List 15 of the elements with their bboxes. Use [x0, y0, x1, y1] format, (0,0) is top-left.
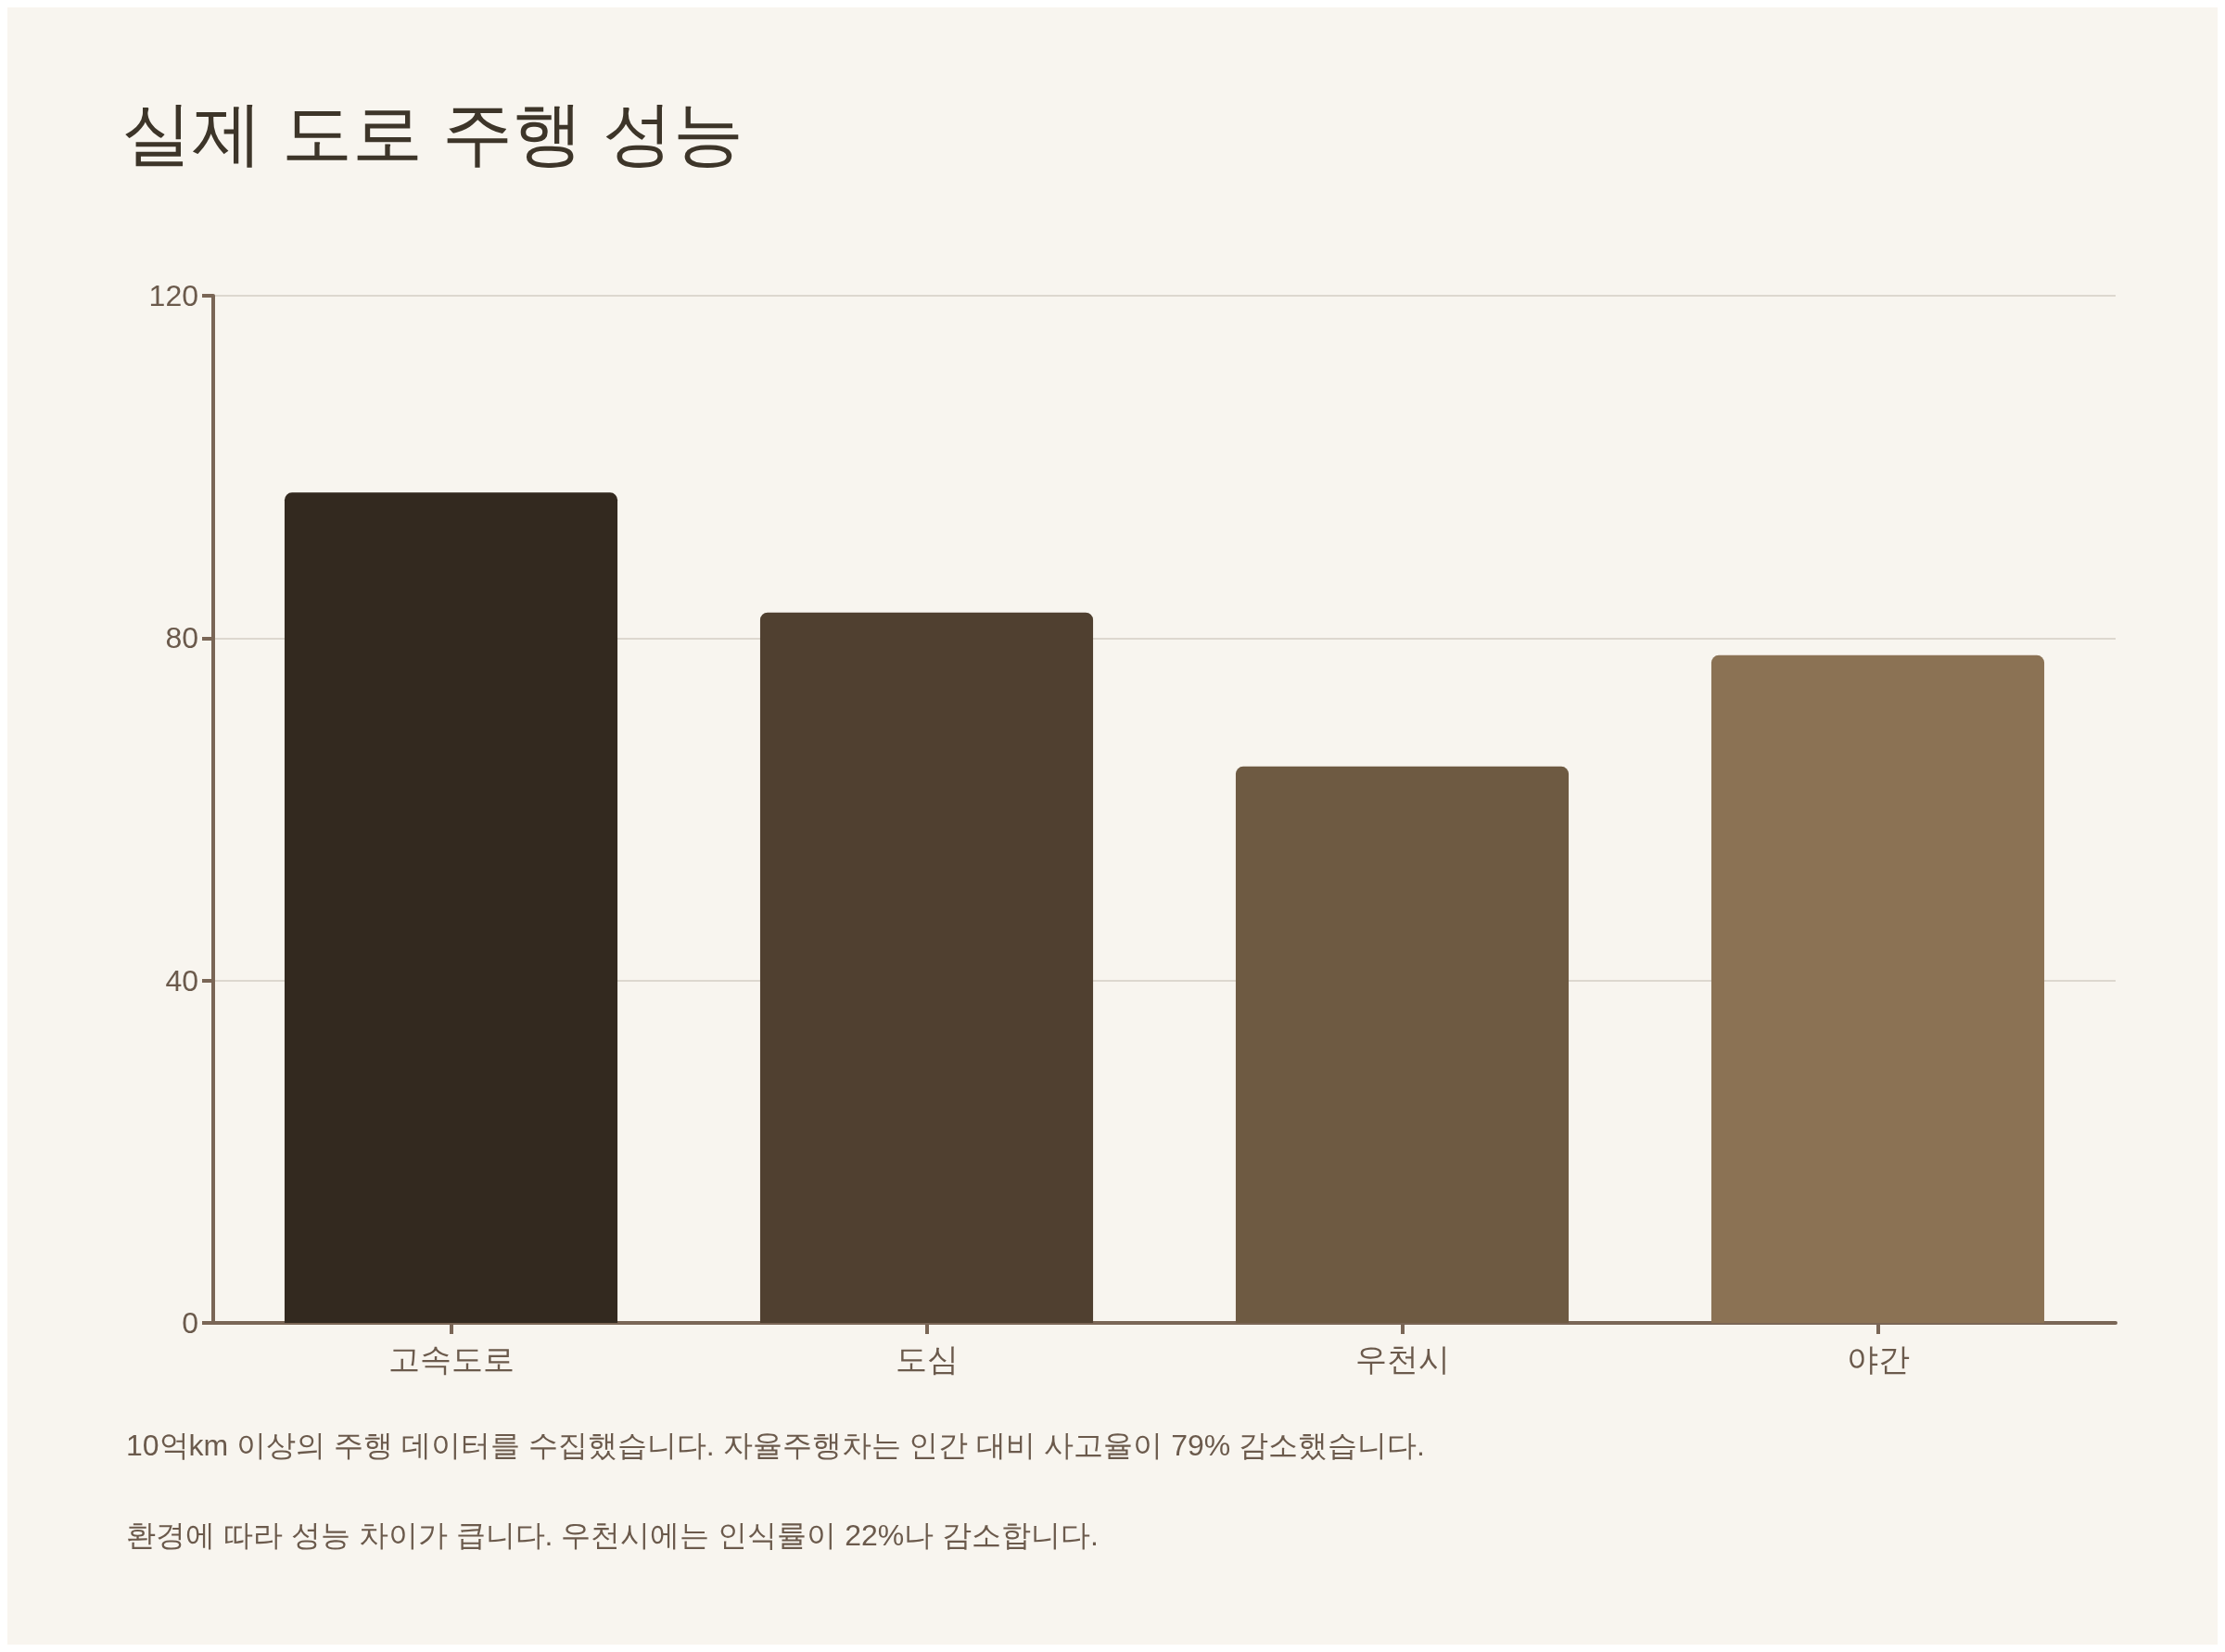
- chart-title: 실제 도로 주행 성능: [121, 93, 744, 172]
- x-tick-label: 야간: [1846, 1341, 1910, 1377]
- x-tick-label: 고속도로: [388, 1341, 515, 1377]
- bar: [1710, 654, 2045, 1323]
- y-tick-label: 120: [148, 279, 198, 312]
- x-tick-label: 우천시: [1354, 1341, 1450, 1377]
- text: 10억km 이상의 주행 데이터를 수집했습니다. 자율주행차는 인간 대비 사고율이 79% 감소했습니다.: [126, 1429, 1425, 1462]
- bar: [759, 612, 1094, 1323]
- y-tick-label: 40: [165, 963, 198, 998]
- text: 환경에 따라 성능 차이가 큽니다. 우천시에는 인식률이 22%나 감소합니다.: [126, 1519, 1099, 1552]
- x-tick-label: 도심: [895, 1341, 959, 1377]
- y-tick-label: 0: [182, 1306, 198, 1340]
- bar: [1235, 766, 1570, 1323]
- bar: [284, 492, 618, 1323]
- y-tick-label: 80: [165, 621, 198, 655]
